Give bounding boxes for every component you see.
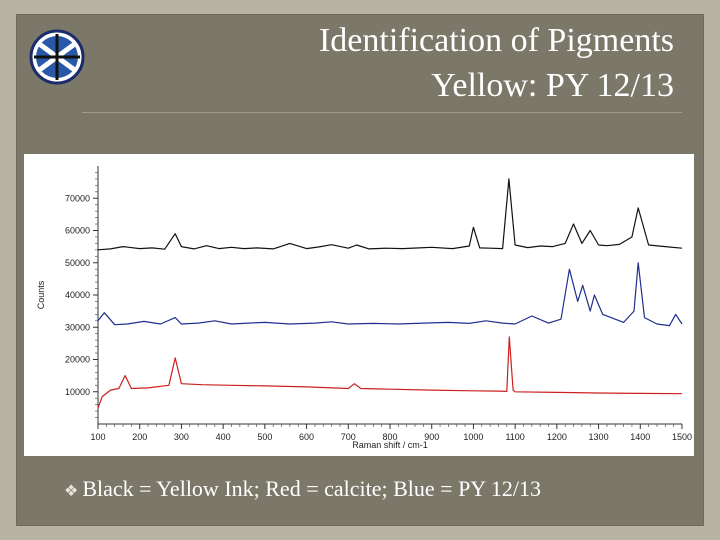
- legend-caption: ❖ Black = Yellow Ink; Red = calcite; Blue…: [64, 474, 541, 507]
- y-tick-label: 20000: [65, 355, 90, 365]
- chart-svg: 100 200 300 400 500 600 700 800 900 1000 1100 1200 1…: [36, 166, 692, 450]
- title-line-1: Identification of Pigments: [318, 22, 674, 59]
- x-tick-label: 200: [132, 432, 147, 442]
- x-tick-label: 900: [424, 432, 439, 442]
- bullet-icon: ❖: [64, 483, 79, 500]
- series-line-3: [97, 336, 683, 409]
- x-tick-label: 400: [216, 432, 231, 442]
- x-axis-label: Raman shift / cm-1: [352, 440, 428, 450]
- x-tick-label: 700: [341, 432, 356, 442]
- y-tick-label: 40000: [65, 290, 90, 300]
- x-tick-label: 1000: [463, 432, 483, 442]
- x-tick-label: 1500: [672, 432, 692, 442]
- x-tick-label: 1100: [505, 432, 524, 442]
- title-divider: [82, 112, 682, 113]
- y-tick-label: 60000: [65, 226, 90, 236]
- raman-spectrum-chart: 100 200 300 400 500 600 700 800 900 1000 1100 1200 1…: [24, 154, 694, 456]
- y-tick-label: 70000: [65, 193, 90, 203]
- slide-title: Identification of Pigments Yellow: PY 12…: [319, 18, 674, 108]
- title-line-2: Yellow: PY 12/13: [431, 67, 674, 104]
- slide: Identification of Pigments Yellow: PY 12…: [16, 14, 704, 526]
- series-line-2: [97, 262, 683, 327]
- x-tick-label: 1400: [630, 432, 650, 442]
- x-tick-label: 800: [382, 432, 397, 442]
- y-axis-label: Counts: [36, 280, 46, 309]
- x-tick-label: 100: [90, 432, 105, 442]
- y-tick-label: 10000: [65, 387, 90, 397]
- institution-logo-icon: [29, 29, 85, 85]
- x-tick-label: 300: [174, 432, 189, 442]
- y-tick-label: 30000: [65, 322, 90, 332]
- series-line-1: [97, 178, 683, 251]
- x-tick-label: 500: [257, 432, 272, 442]
- caption-text: Black = Yellow Ink; Red = calcite; Blue …: [82, 476, 541, 501]
- x-tick-label: 1200: [547, 432, 567, 442]
- x-tick-label: 600: [299, 432, 314, 442]
- y-tick-label: 50000: [65, 258, 90, 268]
- x-tick-label: 1300: [589, 432, 609, 442]
